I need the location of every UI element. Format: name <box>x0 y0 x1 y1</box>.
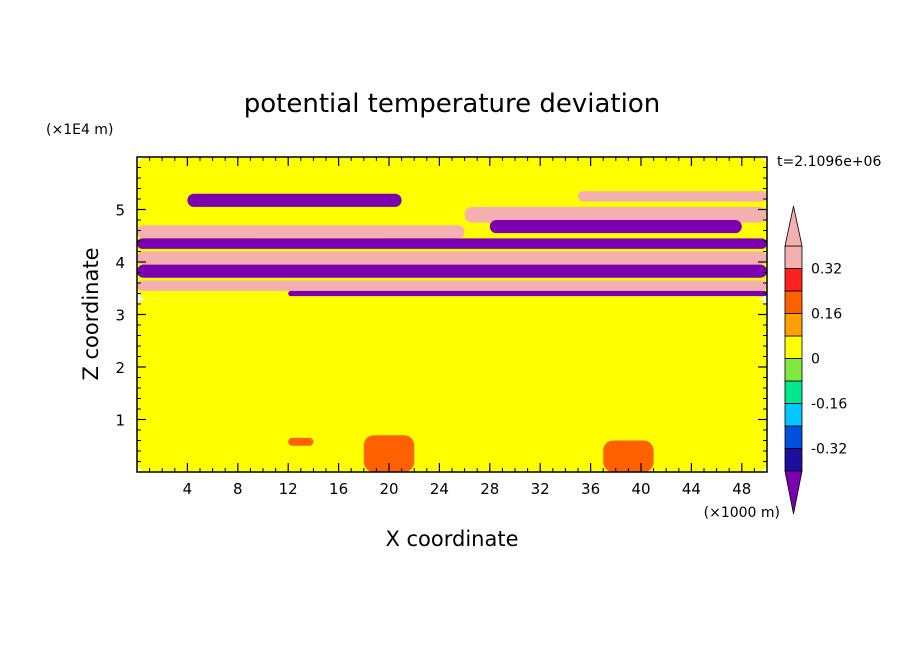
x-tick-label: 24 <box>430 480 449 498</box>
contour-region-13 <box>363 435 415 472</box>
contour-region-0 <box>137 298 767 472</box>
contour-region-10 <box>137 264 767 278</box>
y-axis-label: Z coordinate <box>79 247 103 380</box>
contour-region-3 <box>187 193 402 207</box>
x-tick-label: 28 <box>480 480 499 498</box>
y-tick-label: 2 <box>115 359 125 377</box>
contour-region-6 <box>137 225 465 239</box>
contour-region-12 <box>288 290 767 297</box>
x-tick-label: 8 <box>233 480 243 498</box>
chart-title: potential temperature deviation <box>244 89 660 119</box>
y-tick-label: 3 <box>115 307 125 325</box>
x-tick-label: 32 <box>531 480 550 498</box>
y-tick-label: 1 <box>115 412 125 430</box>
x-tick-label: 20 <box>379 480 398 498</box>
contour-plot-area <box>137 157 767 472</box>
colorbar-tick-label: 0 <box>811 352 820 368</box>
colorbar-segment <box>784 290 803 314</box>
x-tick-label: 44 <box>682 480 701 498</box>
colorbar-tick-label: 0.16 <box>811 307 842 323</box>
colorbar-segment <box>784 425 803 449</box>
x-tick-label: 16 <box>329 480 348 498</box>
contour-region-5 <box>464 206 767 223</box>
x-tick-label: 40 <box>631 480 650 498</box>
colorbar-segment <box>784 313 803 337</box>
contour-region-9 <box>137 251 767 265</box>
colorbar-tick-label: -0.32 <box>811 442 847 458</box>
colorbar-segment <box>784 268 803 292</box>
contour-region-4 <box>578 191 767 202</box>
x-axis-ticks: 4 8 12 16 20 24 28 32 36 40 44 48 <box>149 157 755 498</box>
y-axis-ticks: 1 2 3 4 5 <box>115 167 767 462</box>
colorbar-segment <box>784 403 803 427</box>
colorbar-segment <box>784 335 803 359</box>
colorbar: 0.32 0.16 0 -0.16 -0.32 <box>784 205 847 515</box>
x-axis-label: X coordinate <box>385 527 518 551</box>
x-tick-label: 4 <box>183 480 193 498</box>
contour-region-2 <box>137 180 767 192</box>
contour-region-14 <box>603 440 654 472</box>
colorbar-segment <box>784 380 803 404</box>
colorbar-tick-label: 0.32 <box>811 262 842 278</box>
colorbar-extend-top <box>784 205 803 247</box>
contour-region-15 <box>288 437 314 446</box>
contour-region-7 <box>489 220 742 234</box>
colorbar-segment <box>784 358 803 382</box>
y-tick-label: 5 <box>115 202 125 220</box>
time-label: t=2.1096e+06 <box>777 154 881 170</box>
x-tick-label: 12 <box>279 480 298 498</box>
x-unit-label: (×1000 m) <box>704 505 780 521</box>
contour-region-8 <box>137 238 767 249</box>
y-unit-label: (×1E4 m) <box>46 122 113 138</box>
x-tick-label: 36 <box>581 480 600 498</box>
x-tick-label: 48 <box>732 480 751 498</box>
colorbar-extend-bottom <box>784 470 803 515</box>
colorbar-segment <box>784 245 803 269</box>
colorbar-segment <box>784 448 803 472</box>
contour-region-11 <box>137 280 767 291</box>
y-tick-label: 4 <box>115 254 125 272</box>
colorbar-tick-label: -0.16 <box>811 397 847 413</box>
